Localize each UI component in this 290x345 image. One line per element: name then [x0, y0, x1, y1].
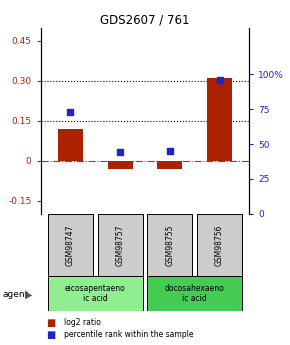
Point — [118, 150, 122, 155]
Bar — [98, 214, 142, 276]
Bar — [58, 129, 83, 161]
Text: ■: ■ — [46, 318, 56, 327]
Text: log2 ratio: log2 ratio — [64, 318, 101, 327]
Text: GSM98757: GSM98757 — [116, 224, 125, 266]
Bar — [157, 161, 182, 169]
Bar — [108, 161, 133, 169]
Text: GSM98747: GSM98747 — [66, 224, 75, 266]
Point — [217, 77, 222, 82]
Text: ▶: ▶ — [25, 290, 32, 300]
Bar — [148, 214, 192, 276]
Bar — [207, 78, 232, 161]
Point — [168, 148, 172, 154]
Bar — [48, 276, 142, 310]
Text: GSM98756: GSM98756 — [215, 224, 224, 266]
Point — [68, 109, 73, 115]
Bar — [197, 214, 242, 276]
Text: percentile rank within the sample: percentile rank within the sample — [64, 330, 193, 339]
Text: agent: agent — [3, 290, 29, 299]
Title: GDS2607 / 761: GDS2607 / 761 — [100, 13, 190, 27]
Text: eicosapentaeno
ic acid: eicosapentaeno ic acid — [65, 284, 126, 303]
Text: docosahexaeno
ic acid: docosahexaeno ic acid — [165, 284, 224, 303]
Bar — [148, 276, 242, 310]
Bar — [48, 214, 93, 276]
Text: ■: ■ — [46, 330, 56, 339]
Text: GSM98755: GSM98755 — [165, 224, 174, 266]
